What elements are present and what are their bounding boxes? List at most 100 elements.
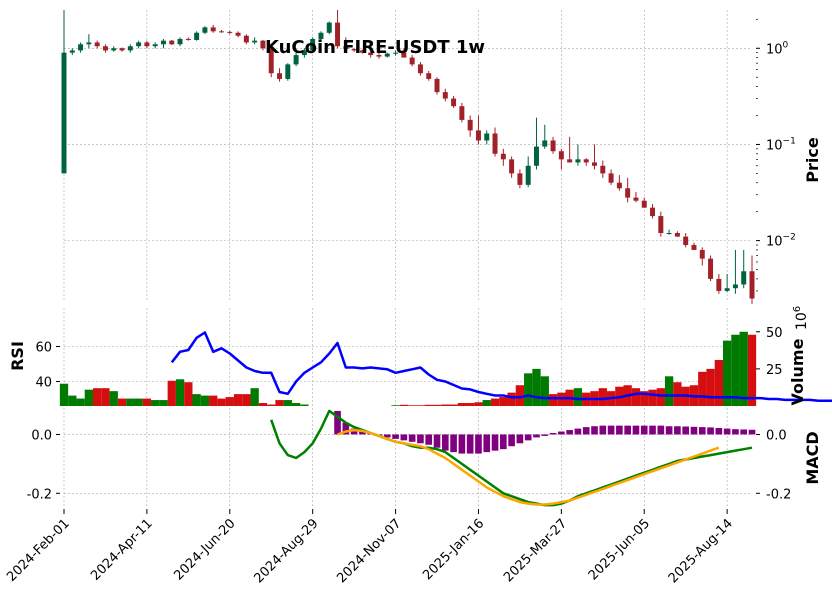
price-tick-base: 10: [766, 235, 783, 250]
candle-body: [641, 200, 647, 208]
candle-body: [393, 52, 399, 54]
macd-axis: 0.0 0.0 -0.2 -0.2: [27, 428, 792, 502]
volume-bar: [291, 403, 301, 406]
volume-bar: [76, 398, 85, 406]
candle-body: [533, 146, 539, 166]
macd-tick-label-right: -0.2: [766, 487, 791, 502]
macd-histogram-bar: [582, 427, 590, 435]
volume-bar: [540, 376, 549, 406]
volume-axis-label: Volume: [788, 338, 807, 405]
macd-histogram-bar: [591, 426, 598, 435]
candle-body: [119, 48, 125, 51]
candle-body: [426, 73, 432, 79]
macd-axis-label: MACD: [803, 431, 822, 484]
macd-histogram-bar: [483, 434, 491, 453]
candle-body: [509, 159, 515, 174]
rsi-tick-label: 40: [35, 376, 52, 391]
x-axis: 2024-Feb-01 2024-Apr-11 2024-Jun-20 2024-Au…: [4, 509, 736, 586]
x-tick-label: 2025-Jan-16: [420, 516, 487, 583]
volume-bar: [68, 395, 77, 406]
candle-body: [467, 119, 473, 131]
candle-body: [318, 32, 324, 39]
x-tick-label: 2024-Apr-11: [88, 516, 155, 583]
candle-body: [724, 288, 730, 291]
candle-body: [243, 35, 249, 43]
volume-bar: [499, 397, 508, 406]
candle-body: [301, 50, 307, 56]
candle-body: [94, 42, 100, 47]
x-tick-label: 2024-Feb-01: [4, 516, 73, 585]
price-panel: [61, 10, 755, 304]
macd-line: [270, 409, 753, 507]
candle-body: [144, 42, 150, 47]
signal-line: [337, 428, 720, 506]
grid-lines: [63, 10, 752, 508]
volume-bar: [739, 331, 748, 406]
candle-body: [86, 42, 92, 45]
macd-histogram-bar: [466, 434, 474, 454]
macd-histogram-bar: [342, 422, 350, 435]
volume-bar: [159, 400, 168, 406]
volume-bar: [714, 359, 723, 406]
candle-body: [732, 284, 738, 289]
candle-body: [409, 57, 415, 65]
candle-body: [434, 78, 440, 93]
macd-histogram-bar: [657, 425, 665, 435]
macd-histogram-bar: [383, 434, 391, 438]
x-tick-label: 2024-Nov-07: [334, 516, 404, 586]
volume-bar: [532, 368, 541, 406]
macd-histogram-bar: [334, 410, 341, 435]
price-tick-label: 10−2: [766, 233, 796, 250]
candle-body: [368, 52, 374, 56]
volume-bar: [225, 397, 234, 406]
macd-tick-label-left: 0.0: [31, 428, 52, 443]
volume-bar: [200, 395, 210, 406]
volume-bar: [233, 394, 243, 406]
macd-panel: [270, 409, 756, 507]
candle-body: [666, 233, 672, 235]
candle-body: [227, 31, 233, 33]
candle-body: [625, 188, 631, 198]
candle-body: [492, 133, 498, 154]
macd-histogram-bar: [723, 428, 731, 435]
candle-body: [517, 173, 523, 185]
volume-bar: [101, 388, 110, 406]
macd-histogram-bar: [500, 434, 507, 450]
macd-histogram-bar: [392, 434, 399, 439]
candle-body: [111, 48, 117, 51]
macd-histogram-bar: [640, 425, 648, 435]
x-tick-label: 2025-Aug-14: [666, 516, 736, 586]
volume-unit-exponent: 6: [792, 306, 803, 312]
rsi-axis-label: RSI: [8, 341, 27, 371]
macd-histogram-bar: [674, 426, 681, 435]
candle-body: [500, 153, 506, 160]
candle-body: [749, 271, 755, 299]
candle-body: [600, 165, 606, 174]
candle-body: [658, 216, 664, 234]
macd-histogram-bar: [417, 434, 424, 444]
volume-bar: [184, 382, 193, 406]
macd-histogram-bar: [508, 434, 515, 447]
candle-body: [260, 40, 266, 49]
volume-bar: [722, 340, 732, 406]
candle-body: [127, 46, 133, 51]
macd-histogram-bar: [616, 425, 623, 435]
candle-body: [674, 233, 680, 237]
candle-body: [252, 40, 258, 43]
macd-histogram-bar: [566, 430, 573, 435]
price-axis-label: Price: [803, 137, 822, 183]
volume-bar: [706, 368, 715, 406]
candle-body: [616, 182, 622, 189]
volume-bar: [300, 404, 309, 406]
candle-body: [285, 64, 291, 79]
candle-body: [459, 106, 465, 120]
volume-bar: [648, 389, 657, 406]
volume-bar: [598, 388, 607, 406]
volume-bar: [109, 391, 118, 406]
candle-body: [61, 52, 67, 174]
candle-body: [475, 130, 481, 141]
x-tick-label: 2024-Aug-29: [251, 516, 321, 586]
volume-bar: [631, 388, 641, 406]
candle-body: [326, 22, 332, 33]
candle-body: [575, 159, 581, 163]
